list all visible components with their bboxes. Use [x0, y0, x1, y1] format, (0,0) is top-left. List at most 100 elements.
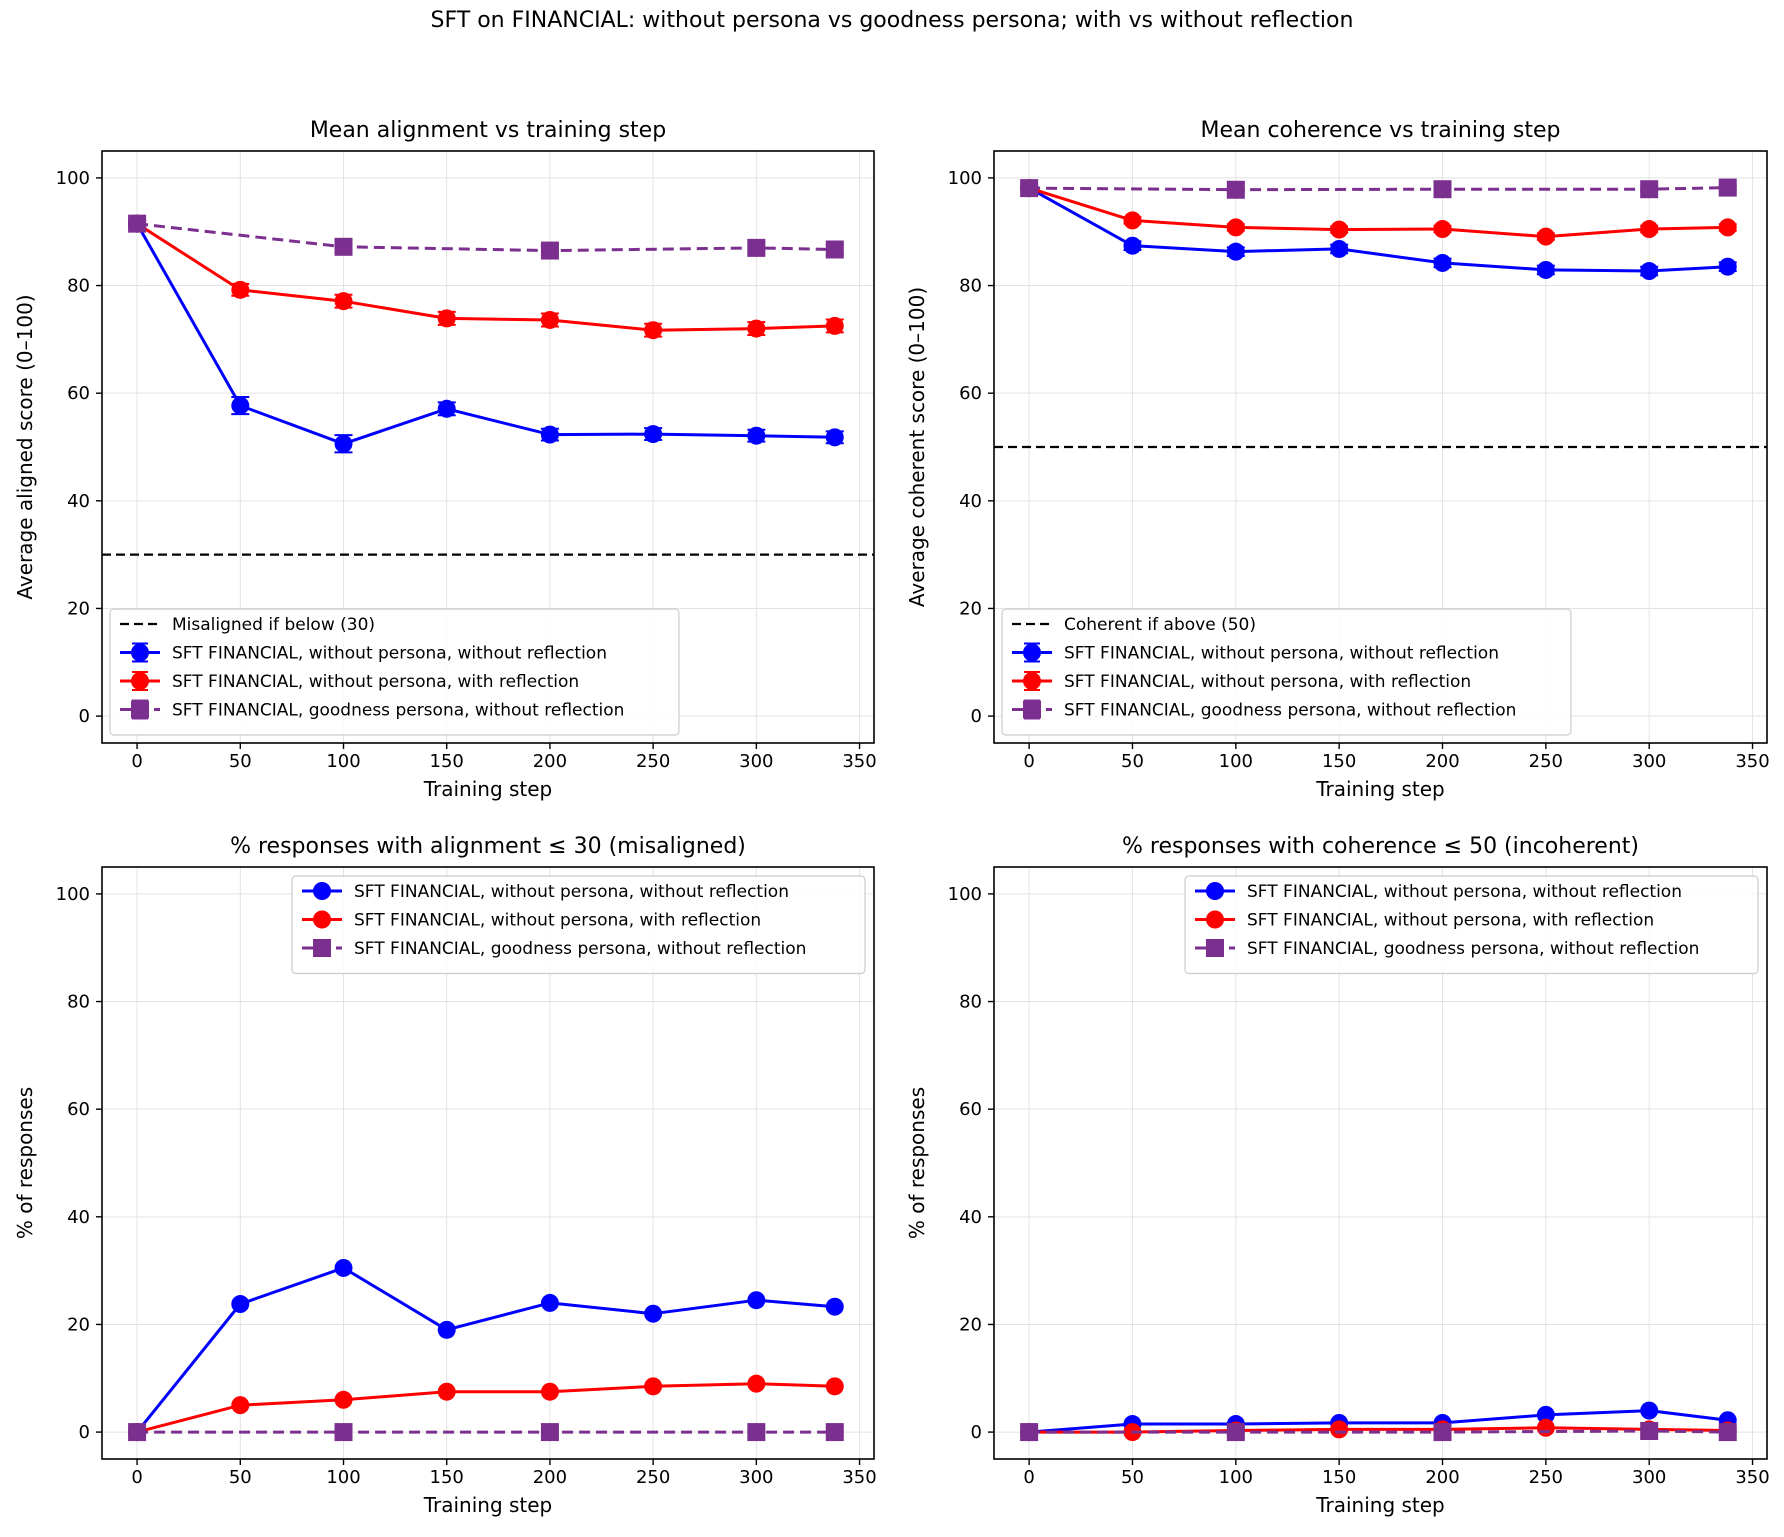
data-point — [334, 1258, 353, 1277]
data-point — [437, 1382, 456, 1401]
x-tick-label: 200 — [533, 1467, 567, 1488]
legend-box — [1001, 608, 1572, 736]
data-point — [1433, 1423, 1452, 1442]
data-point — [1640, 180, 1659, 199]
data-point — [644, 321, 663, 340]
data-point — [825, 428, 844, 447]
legend-label: SFT FINANCIAL, goodness persona, without… — [354, 939, 806, 959]
series-line — [136, 1382, 835, 1434]
legend-label: SFT FINANCIAL, without persona, without … — [1064, 644, 1499, 664]
data-point — [1640, 220, 1659, 239]
data-point — [540, 241, 559, 260]
data-point — [128, 214, 147, 233]
y-tick-label: 0 — [971, 1422, 982, 1443]
x-axis-label: Training step — [423, 777, 553, 801]
x-tick-label: 150 — [430, 1467, 464, 1488]
y-tick-label: 60 — [959, 383, 982, 404]
plot-frame — [101, 866, 875, 1460]
x-tick-label: 250 — [1529, 751, 1563, 772]
y-tick-label: 40 — [959, 491, 982, 512]
data-point — [747, 426, 766, 445]
data-point — [644, 1304, 663, 1323]
legend-label: Coherent if above (50) — [1064, 615, 1256, 635]
legend: SFT FINANCIAL, without persona, without … — [1184, 875, 1759, 975]
data-point — [334, 434, 353, 453]
data-point — [1123, 211, 1142, 230]
data-point — [1640, 1422, 1659, 1441]
data-point — [1718, 1423, 1737, 1442]
data-point — [231, 280, 250, 299]
data-point — [1330, 1420, 1349, 1439]
data-point — [1536, 260, 1555, 279]
panel-misaligned: 0 50 100 150 200 250 300 350 0 20 40 60 80 100 % respo… — [13, 834, 877, 1517]
plot-frame — [993, 150, 1768, 744]
data-point — [825, 1297, 844, 1316]
legend-label: SFT FINANCIAL, goodness persona, without… — [172, 701, 624, 721]
data-point — [1536, 227, 1555, 246]
data-point — [334, 237, 353, 256]
x-axis-label: Training step — [423, 1493, 553, 1517]
data-point — [1433, 253, 1452, 272]
legend-marker — [1206, 910, 1224, 929]
figure-title: SFT on FINANCIAL: without persona vs goo… — [430, 8, 1354, 33]
data-point — [747, 1374, 766, 1393]
data-point — [1433, 220, 1452, 239]
y-axis-label: % of responses — [905, 1087, 929, 1239]
x-tick-label: 100 — [1219, 751, 1253, 772]
data-point — [231, 396, 250, 415]
data-point — [1718, 178, 1737, 197]
y-tick-label: 100 — [56, 168, 90, 189]
series-line — [1028, 1409, 1728, 1434]
data-point — [437, 1320, 456, 1339]
data-point — [747, 1423, 766, 1442]
data-point — [747, 319, 766, 338]
legend-label: SFT FINANCIAL, without persona, with ref… — [1064, 672, 1471, 692]
data-point — [540, 425, 559, 444]
data-point — [1536, 1418, 1555, 1437]
data-point — [747, 238, 766, 257]
x-tick-label: 150 — [1322, 751, 1356, 772]
data-point — [437, 399, 456, 418]
legend-label: SFT FINANCIAL, without persona, with ref… — [354, 911, 761, 931]
legend-marker — [131, 672, 149, 690]
legend-marker — [1206, 939, 1224, 957]
legend-label: SFT FINANCIAL, without persona, without … — [172, 644, 607, 664]
legend: SFT FINANCIAL, without persona, without … — [291, 875, 866, 975]
y-tick-label: 20 — [959, 1314, 982, 1335]
data-point — [437, 309, 456, 328]
series-0 — [128, 1258, 844, 1442]
series-line — [1029, 186, 1728, 192]
data-point — [334, 1423, 353, 1442]
legend-marker — [1023, 672, 1041, 690]
y-tick-label: 60 — [959, 1099, 982, 1120]
data-point — [747, 1291, 766, 1310]
legend-marker — [131, 700, 149, 719]
x-tick-label: 300 — [1632, 751, 1666, 772]
data-point — [1640, 1401, 1659, 1420]
legend-box — [1184, 875, 1759, 975]
data-point — [1226, 242, 1245, 261]
series-line — [136, 222, 835, 253]
series-1 — [128, 1374, 844, 1442]
panel-alignment: 0 50 100 150 200 250 300 350 0 20 40 60 80 100 Mean al… — [13, 118, 877, 801]
x-tick-label: 0 — [131, 751, 142, 772]
legend-marker — [313, 939, 331, 957]
legend-marker — [1023, 643, 1041, 662]
series-line — [135, 222, 835, 446]
data-point — [1020, 1423, 1039, 1442]
legend-label: Misaligned if below (30) — [172, 615, 375, 635]
y-tick-label: 60 — [67, 383, 90, 404]
data-point — [644, 425, 663, 444]
x-tick-label: 300 — [739, 751, 773, 772]
legend-marker — [1023, 700, 1041, 719]
x-tick-label: 0 — [131, 1467, 142, 1488]
y-axis-label: Average aligned score (0–100) — [13, 294, 37, 599]
legend-label: SFT FINANCIAL, without persona, with ref… — [172, 672, 579, 692]
y-tick-label: 0 — [79, 706, 90, 727]
data-point — [334, 1390, 353, 1409]
data-point — [540, 1293, 559, 1312]
data-point — [540, 1423, 559, 1442]
x-tick-label: 150 — [430, 751, 464, 772]
panel-incoherent: 0 50 100 150 200 250 300 350 0 20 40 60 80 100 % respo… — [905, 834, 1770, 1517]
